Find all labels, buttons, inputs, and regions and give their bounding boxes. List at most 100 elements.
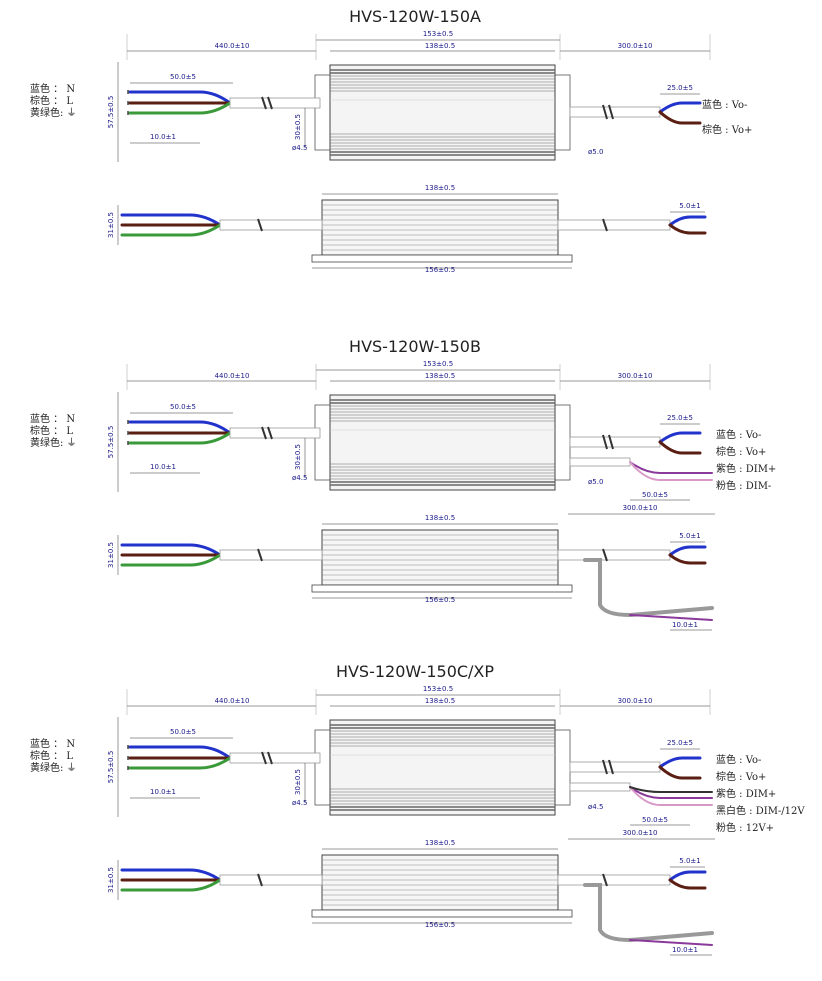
dimension-label: 57.5±0.5 [107, 751, 115, 784]
wire [668, 545, 707, 557]
base-plate [311, 909, 573, 918]
break-mark [257, 873, 263, 887]
dimension-label: ø4.5 [292, 144, 307, 152]
wire [629, 461, 713, 474]
dimension-label: 440.0±10 [215, 372, 250, 380]
break-mark [267, 96, 273, 110]
wire [120, 553, 222, 567]
output-wire-label: 蓝色 : Vo- [702, 98, 747, 111]
wire [120, 223, 222, 237]
output-wire-label: 粉色 : 12V+ [716, 821, 774, 834]
wire [658, 431, 702, 444]
wire [668, 215, 707, 227]
dimension-label: 138±0.5 [425, 372, 455, 380]
dimension-label: 57.5±0.5 [107, 96, 115, 129]
housing [329, 64, 556, 161]
dimension-label: 5.0±1 [679, 532, 700, 540]
wire [128, 431, 232, 445]
dimension-label: 10.0±1 [672, 946, 698, 954]
wire [629, 786, 713, 793]
wire [128, 420, 232, 435]
dimension-label: 10.0±1 [150, 133, 176, 141]
dim-cable [569, 457, 631, 467]
side-housing [321, 854, 559, 911]
break-mark [257, 548, 263, 562]
section-title: HVS-120W-150B [349, 337, 481, 356]
wire [658, 440, 702, 455]
break-mark [267, 751, 273, 765]
dimension-label: 50.0±5 [170, 728, 196, 736]
break-mark [608, 104, 614, 120]
dimension-label: 5.0±1 [679, 857, 700, 865]
dimension-label: 30±0.5 [294, 444, 302, 470]
input-wire-label: 棕色 ： L [30, 94, 73, 107]
wire [128, 101, 232, 115]
section-title: HVS-120W-150C/XP [336, 662, 494, 681]
break-mark [261, 426, 267, 440]
dimension-label: 300.0±10 [618, 42, 653, 50]
break-mark [267, 426, 273, 440]
wire [128, 90, 232, 105]
break-mark [602, 434, 608, 450]
dimension-label: 300.0±10 [618, 697, 653, 705]
input-wire-label: 棕色 ： L [30, 424, 73, 437]
wire [668, 223, 707, 235]
dimension-label: 10.0±1 [672, 621, 698, 629]
dimension-label: 50.0±5 [170, 73, 196, 81]
dimension-label: 138±0.5 [425, 839, 455, 847]
wire [668, 870, 707, 882]
dimension-label: 156±0.5 [425, 921, 455, 929]
input-wire-label: 蓝色 ： N [30, 82, 75, 95]
base-plate [311, 584, 573, 593]
output-wire-label: 黑白色 : DIM-/12V [716, 804, 805, 817]
output-wire-label: 棕色 : Vo+ [716, 445, 766, 458]
dimension-label: 153±0.5 [423, 30, 453, 38]
dimension-label: ø4.5 [292, 799, 307, 807]
output-wire-label: 紫色 : DIM+ [716, 462, 776, 475]
break-mark [261, 751, 267, 765]
break-mark [257, 218, 263, 232]
dimension-label: 50.0±5 [170, 403, 196, 411]
dimension-label: 50.0±5 [642, 491, 668, 499]
wire [658, 110, 702, 125]
section-title: HVS-120W-150A [349, 7, 481, 26]
break-mark [602, 873, 608, 887]
wire [668, 553, 707, 565]
dimension-label: 10.0±1 [150, 463, 176, 471]
input-wire-label: 蓝色 ： N [30, 412, 75, 425]
cable [219, 219, 323, 231]
cable [229, 97, 321, 109]
output-wire-label: 棕色 : Vo+ [716, 770, 766, 783]
cable [569, 761, 661, 773]
cable [229, 752, 321, 764]
wire [128, 745, 232, 760]
dimension-label: 156±0.5 [425, 596, 455, 604]
break-mark [602, 218, 608, 232]
wire [658, 765, 702, 780]
input-wire-label: 黄绿色: ⏚ [30, 106, 77, 119]
cable [219, 549, 323, 561]
wire [120, 543, 222, 557]
dimension-label: 300.0±10 [623, 504, 658, 512]
dimension-label: 25.0±5 [667, 739, 693, 747]
input-wire-label: 蓝色 ： N [30, 737, 75, 750]
dim-cable [569, 782, 631, 792]
dimension-label: 440.0±10 [215, 697, 250, 705]
output-wire-label: 蓝色 : Vo- [716, 428, 761, 441]
wire [120, 868, 222, 882]
cable [557, 874, 671, 886]
dimension-label: 138±0.5 [425, 514, 455, 522]
wire [120, 878, 222, 892]
dimension-label: 440.0±10 [215, 42, 250, 50]
dimension-label: 25.0±5 [667, 84, 693, 92]
input-wire-label: 黄绿色: ⏚ [30, 436, 77, 449]
wire [120, 213, 222, 227]
housing [329, 394, 556, 491]
housing [329, 719, 556, 816]
input-wire-label: 棕色 ： L [30, 749, 73, 762]
cable [557, 549, 671, 561]
break-mark [608, 759, 614, 775]
side-housing [321, 529, 559, 586]
dimension-label: 30±0.5 [294, 114, 302, 140]
cable [569, 106, 661, 118]
